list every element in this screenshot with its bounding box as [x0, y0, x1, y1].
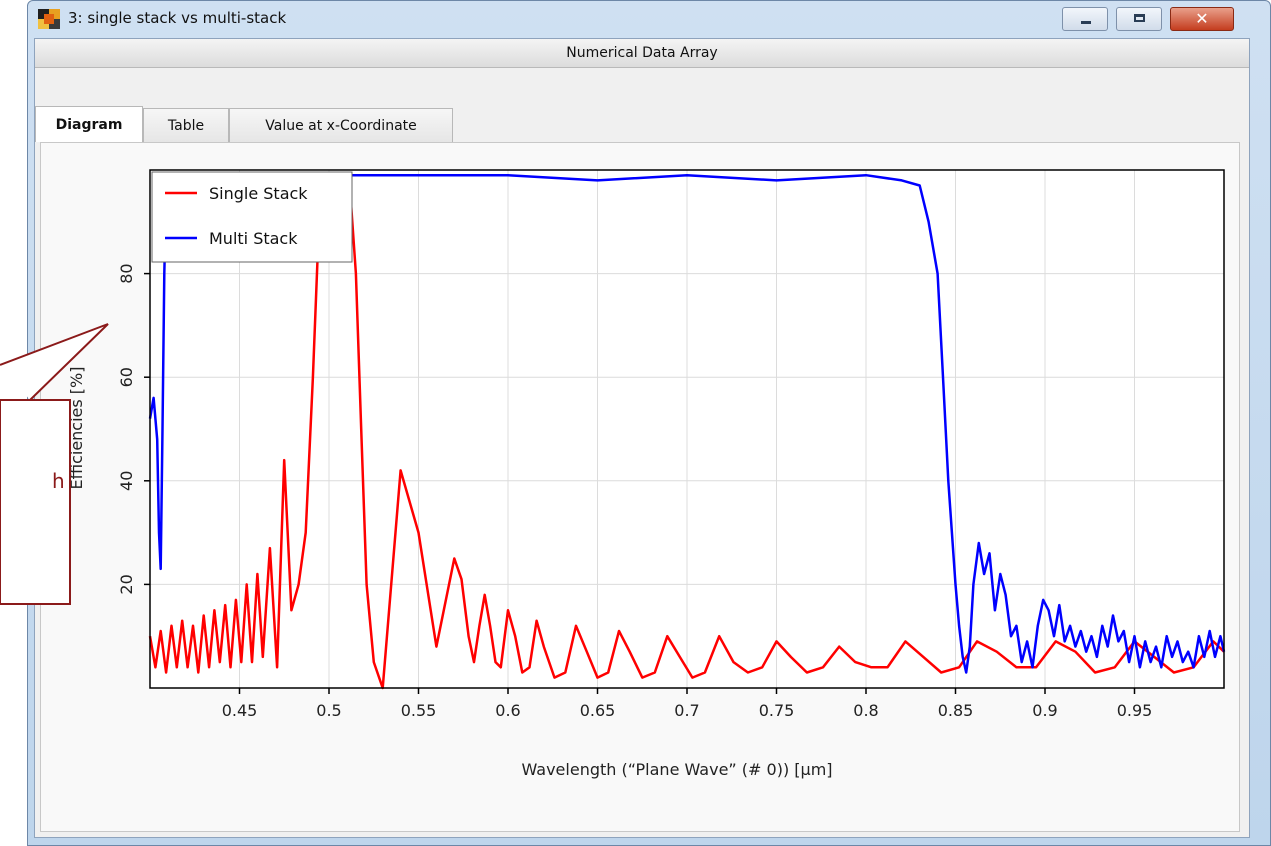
x-tick-label: 0.75 — [759, 701, 795, 720]
x-tick-label: 0.8 — [853, 701, 878, 720]
plot-frame — [149, 169, 1225, 689]
legend: Single Stack Multi Stack — [151, 171, 353, 263]
callout-text: h — [52, 469, 65, 493]
y-tick-label: 20 — [117, 574, 136, 594]
tab-diagram[interactable]: Diagram — [35, 106, 143, 142]
y-axis-label: Efficiencies [%] — [67, 367, 86, 490]
x-tick-label: 0.85 — [938, 701, 974, 720]
x-tick-label: 0.7 — [674, 701, 699, 720]
x-tick-label: 0.65 — [580, 701, 616, 720]
series-line-multi-stack — [148, 173, 1226, 674]
x-axis-label: Wavelength (“Plane Wave” (# 0)) [µm] — [521, 760, 832, 779]
minimize-icon — [1081, 21, 1091, 24]
callout-box — [0, 399, 71, 605]
app-icon — [38, 9, 60, 29]
x-tick-label: 0.5 — [316, 701, 341, 720]
tab-table[interactable]: Table — [143, 108, 229, 142]
panel-header: Numerical Data Array — [35, 39, 1249, 68]
x-tick-label: 0.45 — [222, 701, 258, 720]
callout: h — [0, 323, 109, 605]
legend-box — [151, 171, 353, 263]
axis-ticks: 0.45 0.5 0.55 0.6 0.65 0.7 0.75 0.8 0.85 0.9 0.95 2… — [117, 263, 1152, 720]
title-bar[interactable]: 3: single stack vs multi-stack ✕ — [28, 1, 1270, 37]
y-tick-label: 40 — [117, 471, 136, 491]
close-icon: ✕ — [1195, 9, 1209, 28]
maximize-icon — [1134, 14, 1145, 22]
y-tick-label: 80 — [117, 263, 136, 283]
legend-label-multi: Multi Stack — [209, 229, 298, 248]
x-tick-label: 0.95 — [1117, 701, 1153, 720]
window-title: 3: single stack vs multi-stack — [68, 9, 287, 27]
tab-value-at-x[interactable]: Value at x-Coordinate — [229, 108, 453, 142]
y-tick-label: 60 — [117, 367, 136, 387]
minimize-button[interactable] — [1062, 7, 1108, 31]
series-line-single-stack — [148, 173, 1225, 690]
x-tick-label: 0.6 — [495, 701, 520, 720]
maximize-button[interactable] — [1116, 7, 1162, 31]
series-lines — [148, 173, 1226, 690]
legend-label-single: Single Stack — [209, 184, 308, 203]
callout-pointer — [0, 323, 109, 401]
grid — [150, 170, 1224, 688]
x-tick-label: 0.55 — [401, 701, 437, 720]
close-button[interactable]: ✕ — [1170, 7, 1234, 31]
x-tick-label: 0.9 — [1032, 701, 1057, 720]
